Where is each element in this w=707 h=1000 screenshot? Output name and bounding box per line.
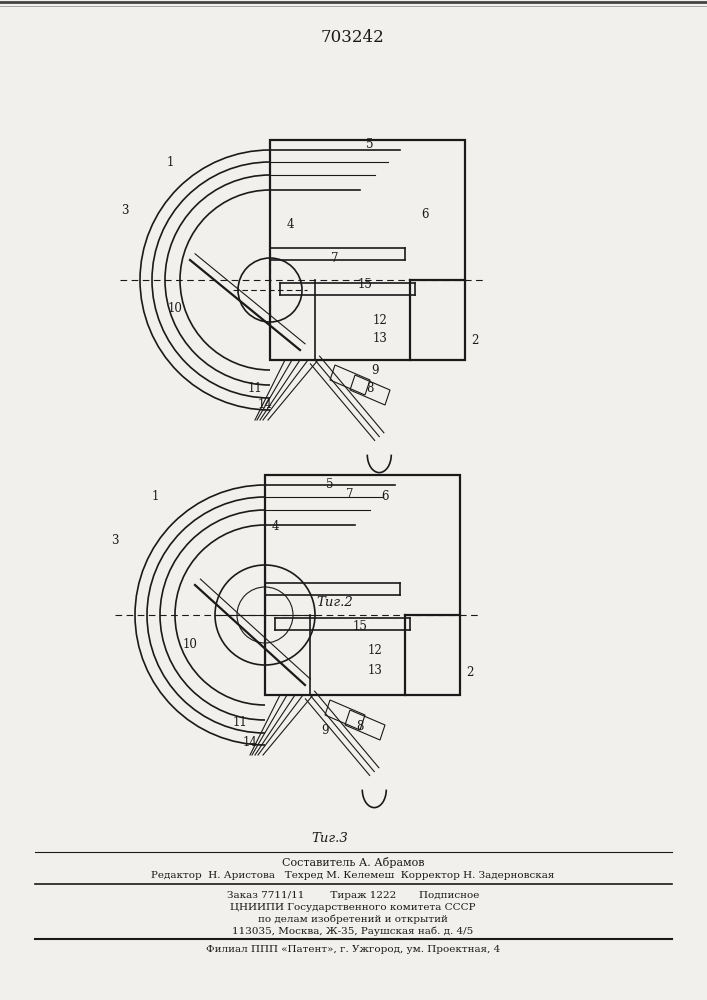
Text: 6: 6	[421, 209, 428, 222]
Text: 3: 3	[111, 534, 119, 546]
Text: 12: 12	[373, 314, 387, 326]
Text: Составитель А. Абрамов: Составитель А. Абрамов	[282, 857, 424, 868]
Text: 1: 1	[151, 490, 158, 504]
Bar	[265, 475, 460, 695]
Text: 8: 8	[356, 720, 363, 734]
Text: 12: 12	[368, 644, 382, 656]
Text: 2: 2	[472, 334, 479, 347]
Text: Филиал ППП «Патент», г. Ужгород, ум. Проектная, 4: Филиал ППП «Патент», г. Ужгород, ум. Про…	[206, 946, 500, 954]
Text: 5: 5	[326, 479, 334, 491]
Text: 1: 1	[166, 155, 174, 168]
Text: 15: 15	[358, 278, 373, 292]
Text: 8: 8	[366, 381, 374, 394]
Bar	[270, 140, 465, 360]
Text: 13: 13	[368, 664, 382, 676]
Text: Заказ 7711/11        Тираж 1222       Подписное: Заказ 7711/11 Тираж 1222 Подписное	[227, 890, 479, 900]
Text: 15: 15	[353, 620, 368, 634]
Text: 3: 3	[121, 204, 129, 217]
Text: 4: 4	[271, 520, 279, 534]
Text: Редактор  Н. Аристова   Техред М. Келемеш  Корректор Н. Задерновская: Редактор Н. Аристова Техред М. Келемеш К…	[151, 871, 555, 880]
Text: ЦНИИПИ Государственного комитета СССР: ЦНИИПИ Государственного комитета СССР	[230, 902, 476, 912]
Text: 11: 11	[233, 716, 247, 730]
Text: 6: 6	[381, 490, 389, 504]
Text: 9: 9	[321, 724, 329, 736]
Text: 10: 10	[182, 639, 197, 652]
Text: 4: 4	[286, 219, 293, 232]
Text: 13: 13	[373, 332, 387, 344]
Text: 14: 14	[257, 398, 272, 412]
Text: 11: 11	[247, 381, 262, 394]
Text: 2: 2	[467, 666, 474, 680]
Text: 7: 7	[332, 251, 339, 264]
Text: 703242: 703242	[321, 29, 385, 46]
Text: по делам изобретений и открытий: по делам изобретений и открытий	[258, 914, 448, 924]
Text: 113035, Москва, Ж-35, Раушская наб. д. 4/5: 113035, Москва, Ж-35, Раушская наб. д. 4…	[233, 926, 474, 936]
Text: 7: 7	[346, 488, 354, 502]
Text: Τиг.3: Τиг.3	[312, 832, 349, 844]
Text: 14: 14	[243, 736, 257, 750]
Text: 10: 10	[168, 302, 182, 314]
Text: Τиг.2: Τиг.2	[317, 595, 354, 608]
Text: 5: 5	[366, 138, 374, 151]
Text: 9: 9	[371, 363, 379, 376]
